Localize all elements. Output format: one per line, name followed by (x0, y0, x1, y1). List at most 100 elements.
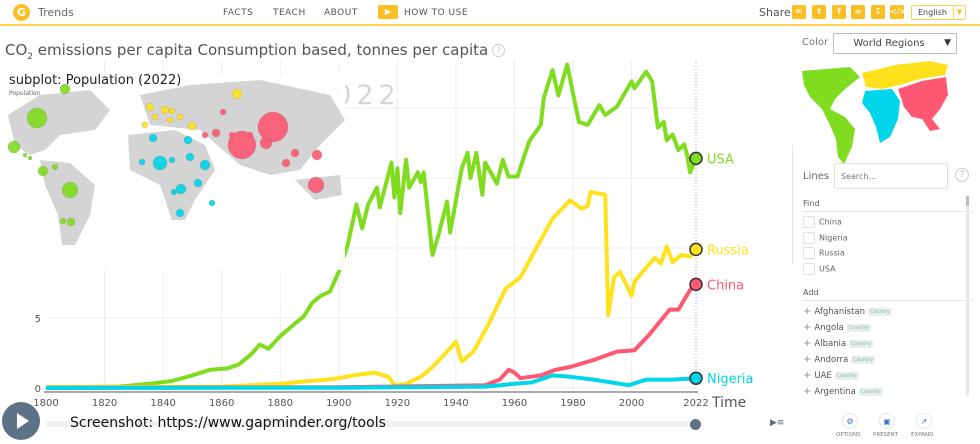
subplot-subtitle: Population (9, 90, 41, 97)
checkbox[interactable] (803, 232, 815, 244)
x-tick-label: 1800 (33, 398, 58, 409)
series-label-usa: USA (707, 152, 734, 167)
title-part: emissions per capita Consumption based, … (33, 41, 489, 59)
nav-about[interactable]: ABOUT (324, 8, 358, 18)
population-bubble (311, 149, 323, 161)
top-bar: G Trends FACTS TEACH ABOUT ▶ HOW TO USE … (0, 0, 980, 26)
time-slider-handle[interactable] (690, 419, 701, 430)
find-item-label: Nigeria (819, 233, 848, 243)
expand-icon[interactable]: ↗ (916, 413, 932, 429)
population-bubble (208, 199, 216, 207)
add-item-name: Argentina (814, 387, 856, 397)
title-part: CO (5, 41, 28, 59)
population-bubble (152, 155, 168, 171)
link-icon[interactable]: ∞ (851, 5, 865, 19)
population-bubble (257, 111, 289, 143)
help-icon[interactable]: ? (955, 168, 969, 182)
population-bubble (228, 131, 236, 139)
x-tick-label: 1960 (502, 398, 527, 409)
language-select[interactable]: English ▼ (911, 5, 966, 20)
population-bubble (7, 140, 21, 154)
tag: Country (858, 387, 883, 396)
embed-icon[interactable]: </> (890, 5, 906, 19)
population-bubble (168, 156, 176, 164)
lines-search-input[interactable]: Search... (834, 163, 948, 189)
land-south-america (40, 160, 95, 245)
series-line-nigeria (45, 373, 697, 390)
add-item-name: Albania (814, 339, 847, 349)
add-label: Add (803, 288, 973, 301)
mail-icon[interactable]: ✉ (792, 5, 806, 19)
population-bubble (176, 113, 184, 121)
region-color-map[interactable] (800, 59, 950, 169)
share-label: Share (759, 6, 791, 19)
expand-button[interactable]: EXPAND (911, 432, 934, 438)
population-bubble (231, 88, 243, 100)
nav-facts[interactable]: FACTS (223, 8, 254, 18)
x-tick-label: 1920 (385, 398, 410, 409)
series-endpoint-nigeria (689, 371, 703, 385)
checkbox[interactable] (803, 247, 815, 259)
nav-how-to-use[interactable]: HOW TO USE (404, 8, 469, 18)
x-tick-label: 2022 (683, 398, 708, 409)
tag: Country (868, 307, 892, 316)
population-bubble (160, 105, 170, 115)
x-tick-label: 1900 (326, 398, 351, 409)
play-button[interactable] (2, 402, 40, 440)
region-americas (802, 67, 860, 164)
add-item[interactable]: + Angola Country (803, 322, 871, 333)
lines-label: Lines (803, 171, 830, 182)
plus-icon: + (803, 354, 812, 365)
find-item[interactable]: China (803, 216, 842, 229)
options-button[interactable]: OPTIONS (836, 432, 861, 438)
add-item[interactable]: + Albania Country (803, 338, 874, 349)
add-item-name: UAE (814, 371, 832, 381)
x-tick-label: 1820 (92, 398, 117, 409)
add-item[interactable]: + Afghanistan Country (803, 306, 892, 317)
population-bubble (246, 131, 254, 139)
add-item[interactable]: + Argentina Country (803, 386, 883, 397)
add-item-name: Afghanistan (814, 307, 865, 317)
chevron-down-icon: ▼ (953, 6, 965, 19)
color-select[interactable]: World Regions ▼ (833, 33, 957, 54)
speed-icon[interactable]: ▶≡ (770, 418, 785, 428)
population-map (0, 75, 345, 270)
find-item[interactable]: USA (803, 263, 836, 276)
options-gear-icon[interactable]: ⚙ (842, 413, 858, 429)
population-bubble (141, 121, 149, 129)
tag: Country (849, 339, 874, 348)
find-item[interactable]: Nigeria (803, 232, 848, 245)
population-bubble (27, 155, 33, 161)
how-to-use-icon[interactable]: ▶ (378, 5, 398, 19)
present-button[interactable]: PRESENT (873, 432, 899, 438)
population-bubble (219, 108, 227, 116)
facebook-icon[interactable]: f (832, 5, 846, 19)
twitter-icon[interactable]: t (812, 5, 826, 19)
x-tick-label: 1980 (560, 398, 585, 409)
scrollbar[interactable] (966, 196, 969, 396)
add-item[interactable]: + Andorra Country (803, 354, 876, 365)
population-bubble (211, 128, 221, 138)
find-item[interactable]: Russia (803, 247, 845, 260)
time-slider[interactable] (46, 421, 696, 427)
nav-teach[interactable]: TEACH (273, 8, 306, 18)
series-line-russia (45, 190, 698, 390)
screenshot-credit: Screenshot: https://www.gapminder.org/to… (70, 415, 386, 431)
checkbox[interactable] (803, 216, 815, 228)
color-value: World Regions (853, 38, 925, 49)
chart-title[interactable]: CO2 emissions per capita Consumption bas… (5, 41, 506, 62)
brand-trends[interactable]: Trends (38, 6, 74, 19)
population-bubble (199, 159, 211, 171)
checkbox[interactable] (803, 263, 815, 275)
language-value: English (918, 8, 947, 17)
add-item[interactable]: + UAE Country (803, 370, 859, 381)
help-icon[interactable]: ? (492, 44, 506, 57)
present-icon[interactable]: ▣ (879, 413, 895, 429)
region-asia (898, 77, 948, 131)
population-bubble (183, 135, 193, 145)
download-icon[interactable]: ↧ (871, 5, 885, 19)
x-tick-label: 1860 (209, 398, 234, 409)
population-bubble (26, 107, 48, 129)
population-bubble (22, 152, 28, 158)
gapminder-logo-icon[interactable]: G (13, 4, 30, 21)
